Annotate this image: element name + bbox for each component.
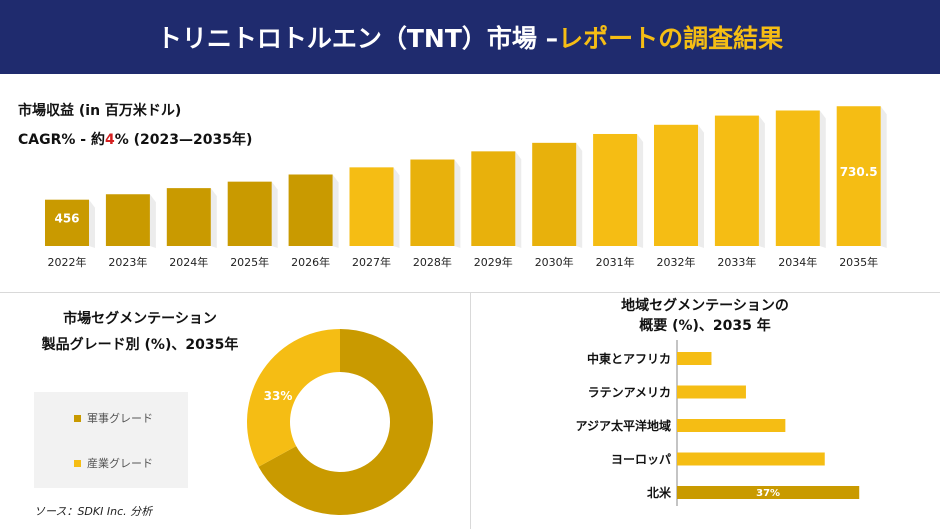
segmentation-title-line2: 製品グレード別 (%)、2035年 <box>41 337 239 353</box>
bar-shadow <box>210 188 217 248</box>
revenue-bar <box>227 181 272 246</box>
region-bar <box>677 419 786 432</box>
year-tick-label: 2035年 <box>839 255 878 269</box>
cagr-label: CAGR% - 約4% (2023—2035年) <box>18 129 252 149</box>
revenue-bar <box>349 167 394 246</box>
donut-value-label: 33% <box>264 389 293 403</box>
legend-label: 産業グレード <box>87 457 153 470</box>
cagr-value: 4 <box>104 132 115 148</box>
bar-shadow <box>454 159 461 248</box>
section-divider <box>0 292 940 293</box>
year-tick-label: 2022年 <box>48 255 87 269</box>
region-bar <box>677 352 712 365</box>
legend-item-industrial: 産業グレード <box>74 455 153 471</box>
page-title: トリニトロトルエン（TNT）市場 –レポートの調査結果 <box>157 19 783 55</box>
year-tick-label: 2026年 <box>291 255 330 269</box>
region-label: 中東とアフリカ <box>587 351 671 366</box>
title-banner: トリニトロトルエン（TNT）市場 –レポートの調査結果 <box>0 0 940 74</box>
donut-legend: 軍事グレード 産業グレード <box>34 392 188 488</box>
bar-value-label: 456 <box>54 212 79 226</box>
source-note: ソース：SDKI Inc. 分析 <box>34 505 153 518</box>
regional-title-line2: 概要 (%)、2035 年 <box>639 318 771 334</box>
legend-swatch <box>74 414 81 422</box>
region-label: ラテンアメリカ <box>588 386 671 400</box>
year-tick-label: 2028年 <box>413 255 452 269</box>
revenue-bar-chart: 2022年 456 2023年 2024年 2025年 2026年 2027年 2028年 20… <box>45 106 887 269</box>
revenue-bar <box>532 142 577 246</box>
cagr-suffix: % (2023—2035年) <box>114 132 253 148</box>
region-bar <box>677 385 746 399</box>
region-label: 北米 <box>647 485 672 500</box>
year-tick-label: 2024年 <box>169 255 208 269</box>
revenue-bar <box>45 199 89 246</box>
revenue-bar <box>654 124 698 246</box>
legend-swatch <box>74 459 81 467</box>
bar-shadow <box>271 181 278 248</box>
title-main: トリニトロトルエン（TNT）市場 – <box>156 24 559 53</box>
year-tick-label: 2025年 <box>230 255 269 269</box>
bar-shadow <box>515 151 522 248</box>
year-tick-label: 2023年 <box>108 255 147 269</box>
donut-slice-military <box>258 329 433 515</box>
title-highlight: レポートの調査結果 <box>558 24 784 53</box>
revenue-bar <box>410 159 455 246</box>
bar-shadow <box>89 199 95 248</box>
bar-value-label: 37% <box>756 488 780 499</box>
cagr-prefix: CAGR% - 約 <box>18 132 105 148</box>
legend-label: 軍事グレード <box>87 412 153 425</box>
region-bar <box>677 486 860 499</box>
bar-shadow <box>149 194 156 248</box>
bar-shadow <box>637 133 644 248</box>
bar-value-label: 730.5 <box>840 165 878 179</box>
segmentation-title-line1: 市場セグメンテーション <box>63 311 217 327</box>
revenue-bar <box>166 188 211 246</box>
grade-donut-chart: 33% <box>247 329 433 515</box>
bar-shadow <box>393 167 400 248</box>
year-tick-label: 2032年 <box>657 255 696 269</box>
region-label: ヨーロッパ <box>611 453 671 467</box>
revenue-label: 市場収益 (in 百万米ドル) <box>18 103 182 119</box>
region-label: アジア太平洋地域 <box>575 418 671 433</box>
revenue-bar <box>288 174 333 246</box>
year-tick-label: 2029年 <box>474 255 513 269</box>
revenue-bar <box>593 133 638 246</box>
region-bar <box>677 452 825 466</box>
revenue-bar <box>836 106 881 246</box>
year-tick-label: 2033年 <box>717 255 756 269</box>
regional-title-line1: 地域セグメンテーションの <box>621 298 789 314</box>
year-tick-label: 2030年 <box>535 255 574 269</box>
regional-title: 地域セグメンテーションの 概要 (%)、2035 年 <box>470 296 940 336</box>
bar-shadow <box>698 124 704 248</box>
bar-shadow <box>332 174 339 248</box>
year-tick-label: 2027年 <box>352 255 391 269</box>
revenue-bar <box>714 115 759 246</box>
revenue-bar <box>105 194 150 246</box>
donut-slice-industrial <box>247 329 340 467</box>
bar-shadow <box>576 142 583 248</box>
bar-shadow <box>880 106 887 248</box>
legend-item-military: 軍事グレード <box>74 410 153 426</box>
section-divider-vertical <box>470 293 471 529</box>
bar-shadow <box>819 110 826 248</box>
segmentation-title: 市場セグメンテーション 製品グレード別 (%)、2035年 <box>0 306 280 358</box>
bar-shadow <box>758 115 765 248</box>
revenue-bar <box>471 151 516 246</box>
year-tick-label: 2031年 <box>596 255 635 269</box>
year-tick-label: 2034年 <box>778 255 817 269</box>
revenue-bar <box>775 110 820 246</box>
